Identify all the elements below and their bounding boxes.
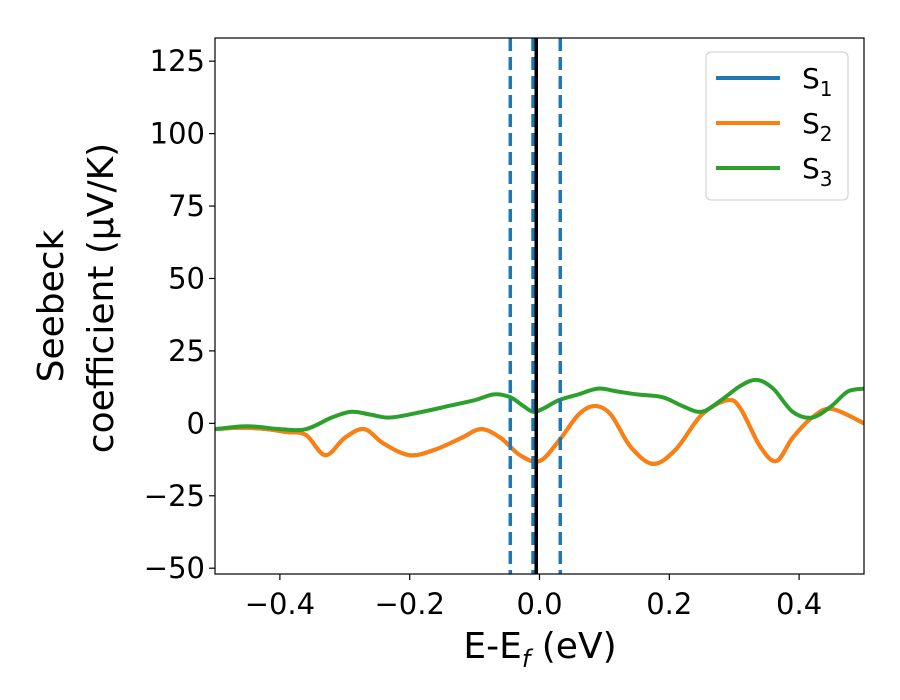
legend-label-s3: S3: [802, 152, 833, 191]
x-axis-ticks: −0.4 −0.2 0.0 0.2 0.4: [245, 574, 822, 621]
series-line-s2: [215, 397, 864, 466]
x-axis-label-main: E-E: [463, 626, 521, 667]
y-tick-label: −50: [144, 551, 205, 585]
y-tick-label: 0: [187, 406, 205, 440]
y-tick-label: 100: [150, 117, 205, 151]
y-axis-label-line1: Seebeck: [31, 229, 72, 382]
y-tick-label: 50: [168, 261, 205, 295]
legend-label-s2: S2: [802, 107, 833, 146]
legend-label-s1: S1: [802, 62, 833, 101]
legend: S1 S2 S3: [705, 51, 849, 201]
y-axis-ticks: −50 −25 0 25 50 75 100 125: [144, 44, 215, 585]
x-tick-label: 0.2: [646, 587, 692, 621]
y-tick-label: −25: [144, 479, 205, 513]
y-tick-label: 125: [150, 44, 205, 78]
x-axis-label-tail: (eV): [530, 626, 616, 667]
legend-box: [705, 51, 849, 201]
reference-lines: [508, 38, 563, 574]
y-tick-label: 75: [168, 189, 205, 223]
y-tick-label: 25: [168, 334, 205, 368]
series-line-s3: [215, 377, 864, 433]
y-axis-label-line2: coefficient (μV/K): [81, 143, 122, 453]
series-lines: [215, 377, 864, 466]
x-tick-label: −0.4: [245, 587, 315, 621]
x-tick-label: 0.4: [776, 587, 822, 621]
x-tick-label: −0.2: [374, 587, 444, 621]
x-tick-label: 0.0: [516, 587, 562, 621]
x-axis-label: E-Ef (eV): [463, 626, 616, 673]
